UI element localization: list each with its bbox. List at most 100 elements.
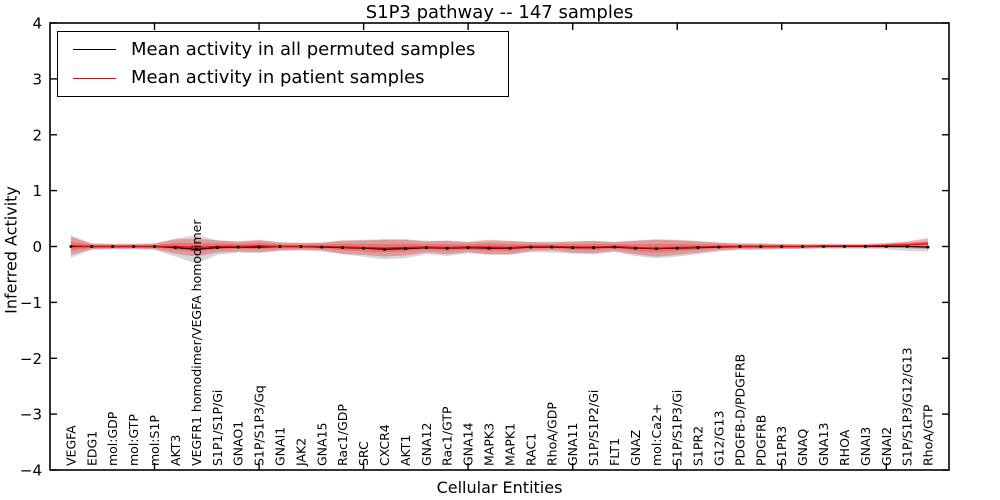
data-point-marker (864, 245, 867, 248)
data-point-marker (425, 246, 428, 249)
data-point-marker (341, 246, 344, 249)
x-tick-label: mol:Ca2+ (649, 404, 664, 466)
x-tick-label: GNAI2 (879, 427, 894, 466)
x-tick-label: PDGFRB (753, 415, 768, 466)
x-tick-label: G12/G13 (712, 411, 727, 466)
data-point-marker (550, 245, 554, 249)
data-point-marker (362, 246, 365, 250)
data-point-marker (174, 246, 177, 249)
data-point-marker (675, 246, 679, 250)
x-tick-label: S1P/S1P3/G12/G13 (900, 347, 915, 466)
x-tick-label: mol:GTP (126, 414, 141, 466)
data-point-marker (383, 248, 386, 251)
data-point-marker (132, 245, 135, 248)
x-tick-label: RhoA/GTP (921, 404, 936, 466)
y-tick-label: 3 (32, 70, 42, 88)
x-tick-label: GNA15 (314, 423, 329, 467)
legend-line-black-icon (73, 49, 116, 51)
x-tick-label: VEGFR1 homodimer/VEGFA homodimer (189, 219, 204, 466)
x-tick-label: GNAO1 (231, 421, 246, 466)
x-tick-label: mol:S1P (147, 415, 162, 466)
y-tick-label: 0 (32, 238, 42, 256)
data-point-marker (780, 245, 783, 248)
x-tick-label: AKT3 (168, 435, 183, 466)
data-point-marker (613, 245, 616, 249)
data-point-marker (822, 245, 825, 248)
x-tick-label: Rac1/GTP (440, 406, 455, 466)
x-tick-label: RHOA (837, 429, 852, 466)
legend-item-permuted: Mean activity in all permuted samples (58, 39, 508, 61)
data-point-marker (466, 246, 470, 249)
x-tick-label: mol:GDP (105, 411, 120, 466)
data-point-marker (592, 246, 595, 249)
legend-item-patient: Mean activity in patient samples (58, 67, 508, 89)
chart-title: S1P3 pathway -- 147 samples (365, 2, 634, 23)
x-tick-label: GNAI3 (858, 427, 873, 466)
data-point-marker (236, 245, 240, 249)
x-tick-label: MAPK3 (482, 423, 497, 466)
y-tick-label: 1 (32, 182, 42, 200)
permuted-band (70, 234, 929, 264)
x-tick-label: GNA14 (461, 422, 476, 466)
x-tick-label: GNA13 (816, 423, 831, 467)
data-point-marker (69, 245, 73, 248)
x-tick-label: S1P/S1P3/Gq (252, 385, 267, 466)
x-tick-label: GNAQ (795, 429, 810, 466)
y-tick-label: −1 (20, 294, 42, 312)
data-point-marker (404, 247, 407, 250)
data-point-marker (508, 246, 512, 250)
data-point-marker (801, 245, 804, 248)
data-point-marker (717, 245, 721, 249)
x-tick-label: AKT1 (398, 435, 413, 466)
x-tick-label: S1P/S1P3/Gi (670, 390, 685, 466)
x-tick-label: PDGFB-D/PDGFRB (732, 354, 747, 466)
y-tick-label: −3 (20, 406, 42, 424)
y-tick-label: 2 (32, 126, 42, 144)
y-axis-label: Inferred Activity (1, 186, 21, 314)
data-point-marker (216, 246, 219, 249)
y-tick-label: 4 (32, 15, 42, 33)
x-tick-label: SRC (356, 441, 371, 466)
x-tick-label: GNAI1 (273, 427, 288, 466)
data-point-marker (153, 245, 156, 248)
data-point-marker (487, 246, 491, 250)
data-point-marker (738, 245, 742, 248)
x-tick-label: FLT1 (607, 438, 622, 466)
x-tick-label: S1P/S1P2/Gi (586, 390, 601, 466)
data-point-marker (195, 248, 198, 251)
data-point-marker (320, 245, 324, 249)
data-point-marker (759, 245, 763, 248)
x-tick-label: Rac1/GDP (335, 404, 350, 466)
data-point-marker (905, 245, 909, 248)
legend-label-permuted: Mean activity in all permuted samples (131, 38, 476, 60)
x-tick-label: S1PR2 (691, 426, 706, 466)
x-tick-label: VEGFA (63, 425, 78, 466)
x-tick-label: S1P1/S1P/Gi (210, 390, 225, 466)
x-tick-label: MAPK1 (503, 423, 518, 466)
x-tick-label: RAC1 (523, 433, 538, 466)
x-tick-label: RhoA/GDP (544, 402, 559, 466)
x-tick-label: JAK2 (293, 438, 308, 467)
x-tick-label: GNA11 (565, 423, 580, 467)
x-tick-label: GNAZ (628, 430, 643, 466)
data-point-marker (926, 245, 930, 249)
x-tick-label: S1PR3 (774, 426, 789, 466)
x-tick-label: EDG1 (84, 431, 99, 466)
x-tick-label: GNA12 (419, 423, 434, 467)
patient-mean-line (70, 243, 929, 249)
data-point-marker (278, 245, 282, 248)
data-point-marker (90, 245, 94, 248)
y-tick-label: −4 (20, 462, 42, 480)
data-point-marker (299, 245, 303, 248)
data-point-marker (843, 245, 846, 248)
data-point-marker (529, 245, 533, 249)
y-tick-label: −2 (20, 350, 42, 368)
data-point-marker (634, 246, 637, 250)
data-point-marker (445, 246, 449, 250)
data-point-marker (655, 247, 658, 250)
data-point-marker (571, 246, 574, 249)
legend: Mean activity in all permuted samples Me… (57, 31, 509, 97)
legend-line-red-icon (73, 77, 116, 79)
data-point-marker (696, 246, 700, 249)
